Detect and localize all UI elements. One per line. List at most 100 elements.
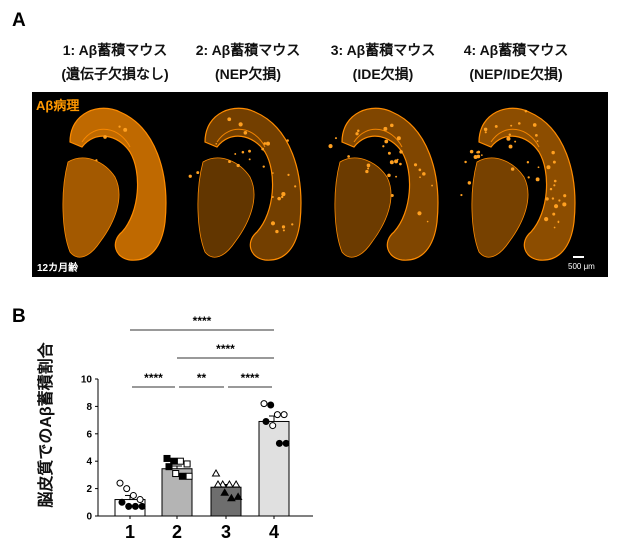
panel-b-letter: B — [12, 306, 26, 327]
plaque-dot — [431, 184, 433, 187]
cortex-shape — [69, 107, 167, 261]
y-tick-label: 4 — [86, 457, 92, 468]
data-point — [118, 498, 126, 506]
subcortex-shape — [197, 157, 255, 258]
plaque-dot — [545, 197, 549, 201]
data-point — [225, 479, 234, 488]
data-point — [220, 488, 230, 496]
plaque-dot — [467, 181, 472, 185]
data-point — [211, 469, 221, 477]
plaque-dot — [552, 160, 556, 164]
significance-label: **** — [193, 314, 212, 328]
plaque-dot — [365, 169, 369, 174]
plaque-dot — [238, 122, 243, 127]
data-point — [267, 401, 275, 409]
plaque-dot — [236, 163, 240, 168]
plaque-dot — [524, 109, 528, 113]
group-title-line2: (NEP/IDE欠損) — [469, 66, 563, 82]
plaque-dot — [286, 139, 289, 142]
data-point — [178, 472, 186, 480]
cortex-shape — [204, 107, 302, 261]
plaque-dot — [558, 199, 561, 202]
plaque-dot — [553, 204, 559, 209]
plaque-dot — [366, 163, 371, 168]
plaque-dot — [387, 173, 391, 178]
group-title-line2: (遺伝子欠損なし) — [61, 66, 169, 82]
stain-label: Aβ病理 — [36, 98, 80, 113]
plaque-dot — [419, 176, 421, 179]
group-title-line1: 1: Aβ蓄積マウス — [62, 42, 168, 58]
brain-section-1 — [62, 107, 167, 261]
y-tick-label: 6 — [86, 429, 92, 440]
plaque-dot — [469, 149, 474, 154]
plaque-dot — [357, 129, 360, 132]
plaque-dot — [234, 153, 237, 155]
data-point — [131, 502, 139, 510]
data-point — [260, 400, 268, 408]
plaque-dot — [395, 175, 398, 178]
subcortex-shape — [334, 157, 392, 258]
plaque-dot — [291, 223, 294, 226]
plaque-dot — [215, 142, 218, 145]
plaque-dot — [552, 212, 556, 216]
plaque-dot — [460, 193, 463, 197]
group-title-line1: 3: Aβ蓄積マウス — [330, 42, 436, 58]
plaque-dot — [118, 125, 121, 128]
plaque-dot — [248, 149, 251, 153]
plaque-dot — [396, 136, 401, 141]
data-point — [282, 439, 290, 447]
plaque-dot — [517, 122, 521, 125]
hippocampus-outline — [490, 128, 540, 148]
plaque-dot — [265, 141, 270, 146]
data-point — [233, 492, 243, 500]
plaque-dot — [553, 184, 556, 187]
plaque-dot — [367, 167, 370, 170]
data-point — [163, 454, 171, 462]
group-title-line1: 4: Aβ蓄積マウス — [463, 42, 569, 58]
group-title-4: 4: Aβ蓄積マウス (NEP/IDE欠損) — [446, 38, 586, 86]
plaque-dot — [188, 174, 192, 178]
plaque-dot — [196, 171, 200, 175]
plaque-dot — [506, 136, 511, 141]
group-title-1: 1: Aβ蓄積マウス (遺伝子欠損なし) — [45, 38, 185, 86]
plaque-dot — [527, 176, 530, 179]
plaque-dot — [390, 123, 394, 128]
plaque-dot — [390, 193, 394, 198]
data-point — [231, 479, 241, 488]
plaque-dot — [557, 220, 560, 223]
plaque-dot — [399, 150, 403, 154]
y-tick-label: 10 — [81, 375, 93, 386]
group-title-line1: 2: Aβ蓄積マウス — [195, 42, 301, 58]
plaque-dot — [494, 125, 498, 128]
significance-label: **** — [144, 371, 163, 385]
scale-bar — [573, 256, 584, 258]
plaque-dot — [281, 192, 286, 197]
significance-label: **** — [216, 342, 235, 356]
data-point — [273, 411, 281, 419]
plaque-dot — [532, 123, 537, 127]
subcortex-shape — [471, 157, 529, 258]
plaque-dot — [271, 196, 274, 198]
x-tick-label: 2 — [172, 522, 182, 542]
plaque-dot — [549, 187, 553, 191]
data-point — [123, 485, 131, 493]
plaque-dot — [546, 165, 551, 170]
plaque-dot — [227, 117, 232, 122]
plaque-dot — [275, 229, 279, 234]
plaque-dot — [383, 126, 388, 131]
plaque-dot — [261, 147, 265, 151]
plaque-dot — [483, 127, 488, 132]
plaque-dot — [537, 166, 540, 169]
plaque-dot — [534, 133, 538, 137]
plaque-dot — [413, 163, 418, 167]
plaque-dot — [262, 165, 265, 168]
plaque-dot — [418, 168, 422, 172]
cortex-shape — [478, 107, 576, 261]
plaque-dot — [422, 172, 426, 176]
plaque-dot — [526, 161, 530, 164]
plaque-dot — [476, 154, 481, 159]
plaque-dot — [510, 167, 515, 171]
plaque-dot — [282, 229, 285, 232]
